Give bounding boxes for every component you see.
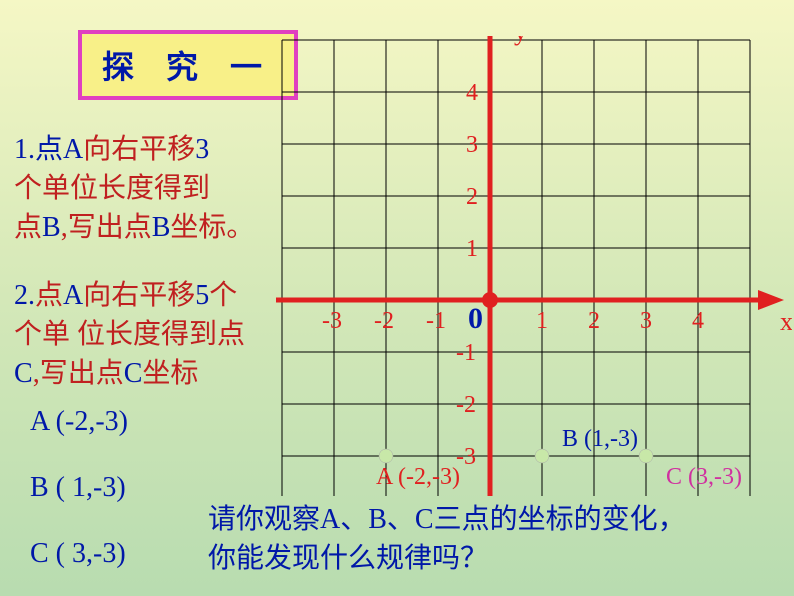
question-1: 1.点A向右平移3 个单位长度得到 点B,写出点B坐标。 — [14, 130, 254, 248]
question-2: 2.点A向右平移5个 个单 位长度得到点 C,写出点C坐标 — [14, 276, 245, 394]
svg-text:1: 1 — [466, 236, 478, 262]
svg-text:-3: -3 — [322, 308, 342, 334]
svg-text:2: 2 — [466, 184, 478, 210]
answer-c: C ( 3,-3) — [30, 538, 126, 570]
svg-text:3: 3 — [640, 308, 652, 334]
bottom-question: 请你观察A、B、C三点的坐标的变化， 你能发现什么规律吗？ — [208, 500, 686, 578]
title-text: 探 究 一 — [102, 49, 274, 85]
svg-text:C (3,-3): C (3,-3) — [666, 464, 742, 490]
svg-text:2: 2 — [588, 308, 600, 334]
svg-text:0: 0 — [468, 302, 483, 335]
svg-text:1: 1 — [536, 308, 548, 334]
coordinate-graph: yx01234-1-2-31234-1-2-3A (-2,-3)B (1,-3)… — [272, 36, 792, 496]
answer-b: B ( 1,-3) — [30, 472, 126, 504]
svg-text:B (1,-3): B (1,-3) — [562, 426, 638, 452]
svg-text:-2: -2 — [456, 392, 476, 418]
svg-text:4: 4 — [466, 80, 478, 106]
answer-a: A (-2,-3) — [30, 406, 128, 438]
svg-text:3: 3 — [466, 132, 478, 158]
svg-text:y: y — [514, 36, 527, 46]
svg-text:4: 4 — [692, 308, 704, 334]
svg-text:-1: -1 — [426, 308, 446, 334]
svg-text:-1: -1 — [456, 340, 476, 366]
svg-text:-2: -2 — [374, 308, 394, 334]
title-box: 探 究 一 — [78, 30, 298, 100]
svg-text:x: x — [780, 307, 792, 336]
svg-text:A (-2,-3): A (-2,-3) — [376, 464, 460, 490]
q1-num: 1. — [14, 134, 35, 165]
